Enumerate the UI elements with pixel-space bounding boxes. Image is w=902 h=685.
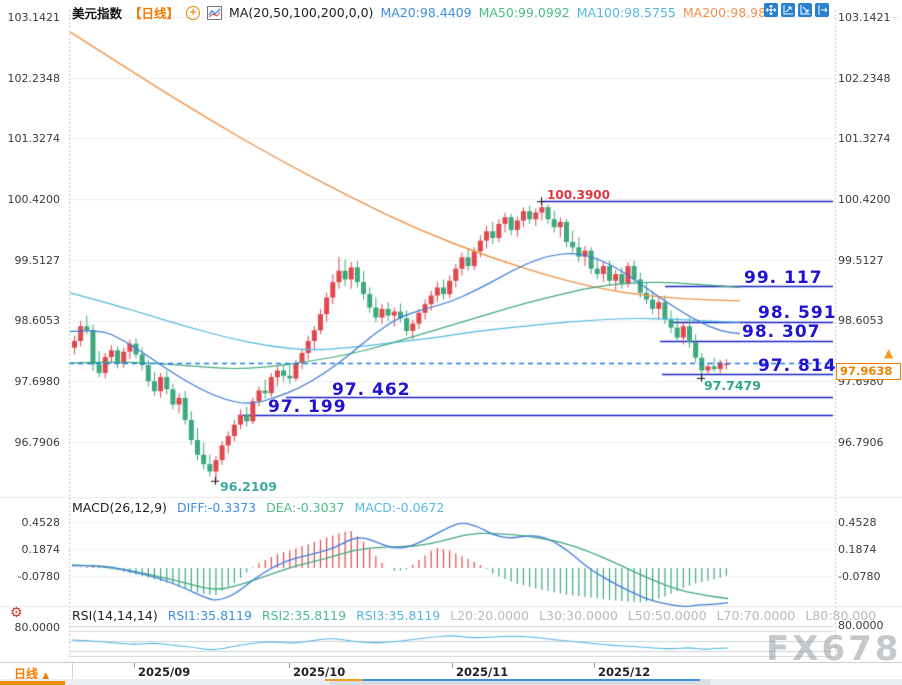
macd-header: MACD(26,12,9) DIFF:-0.3373 DEA:-0.3037 M… — [72, 500, 444, 515]
price-axis-label: 96.7906 — [14, 436, 61, 449]
price-axis-label: 99.5127 — [14, 254, 61, 267]
chevron-up-icon: ▲ — [42, 671, 50, 681]
peak-price-label: 100.3900 — [547, 188, 611, 202]
price-axis-label: 102.2348 — [7, 72, 61, 85]
rsi1-value: RSI1:35.8119 — [167, 608, 252, 623]
axis-tick — [134, 663, 135, 668]
period-tab[interactable]: 日线 ▲ — [14, 667, 50, 681]
price-axis-label: 100.4200 — [838, 193, 891, 206]
ma50-value: MA50:99.0992 — [478, 5, 570, 20]
rsi-axis-label: 80.0000 — [838, 619, 884, 632]
price-axis-label: 102.2348 — [838, 72, 891, 85]
ma200-value: MA200:98.986 — [682, 5, 775, 20]
add-indicator-icon[interactable]: + — [186, 5, 201, 20]
price-axis-label: 99.5127 — [838, 254, 884, 267]
rsi-l80-label: L80:80.000 — [805, 608, 877, 623]
period-tab-underline — [0, 681, 65, 685]
rsi-header: RSI(14,14,14) RSI1:35.8119 RSI2:35.8119 … — [72, 608, 876, 623]
rsi-l50-label: L50:50.0000 — [627, 608, 707, 623]
resistance-label-2: 98. 591 — [758, 303, 837, 323]
price-up-arrow-icon: ▲ — [884, 346, 894, 360]
ma-settings-label: MA(20,50,100,200,0,0) — [229, 5, 374, 20]
price-axis-label: 98.6053 — [14, 314, 61, 327]
rsi2-value: RSI2:35.8119 — [261, 608, 347, 623]
rsi-axis-label: 80.0000 — [14, 621, 61, 634]
low-price-label: 96.2109 — [220, 479, 277, 494]
macd-macd-value: MACD:-0.0672 — [354, 500, 445, 515]
x-axis-label: 2025/09 — [138, 665, 191, 679]
scrollbar-orange-segment — [325, 679, 363, 681]
x-axis-label: 2025/11 — [456, 665, 509, 679]
x-axis-label: 2025/10 — [293, 665, 346, 679]
scrollbar-thumb[interactable] — [330, 679, 710, 685]
axis-tick — [452, 663, 453, 668]
ma20-value: MA20:98.4409 — [380, 5, 472, 20]
rsi-title: RSI(14,14,14) — [72, 608, 158, 623]
time-axis-bar: 日线 ▲ 2025/09 2025/10 2025/11 2025/12 — [0, 662, 902, 681]
support-label-2: 97. 462 — [332, 380, 411, 400]
current-price-box: 97.9638 — [836, 363, 901, 380]
rsi-l30-label: L30:30.0000 — [539, 608, 618, 623]
resistance-label-3: 98. 307 — [742, 322, 821, 342]
macd-axis-label: 0.1874 — [21, 543, 61, 556]
support-label-3: 97. 199 — [268, 397, 347, 417]
rsi3-value: RSI3:35.8119 — [356, 608, 441, 623]
macd-axis-label: -0.0780 — [17, 570, 60, 583]
resistance-label-1: 99. 117 — [744, 268, 823, 288]
price-axis-label: 103.1421 — [838, 11, 891, 24]
macd-title: MACD(26,12,9) — [72, 500, 167, 515]
price-axis-label: 103.1421 — [7, 11, 61, 24]
scrollbar-track[interactable] — [0, 679, 902, 685]
rsi-l20-label: L20:20.0000 — [450, 608, 530, 623]
symbol-name: 美元指数 — [72, 6, 123, 21]
pan-move-icon[interactable] — [764, 3, 778, 17]
axis-tick — [594, 663, 595, 668]
macd-axis-label: -0.0780 — [838, 570, 881, 583]
chart-header: 美元指数 【日线】 + MA(20,50,100,200,0,0) MA20:9… — [72, 3, 774, 22]
macd-axis-label: 0.1874 — [838, 543, 877, 556]
watermark: FX678 — [766, 629, 902, 669]
price-axis-label: 97.6980 — [14, 375, 61, 388]
collapse-panel-icon[interactable] — [815, 3, 829, 17]
support-label-1: 97. 814 — [758, 356, 837, 376]
axis-tick — [289, 663, 290, 668]
settings-gear-icon[interactable]: ⚙ — [10, 605, 23, 621]
macd-diff-value: DIFF:-0.3373 — [176, 500, 257, 515]
indicator-settings-icon[interactable] — [207, 5, 223, 20]
zoom-axis-left-icon[interactable] — [781, 3, 795, 17]
rsi-l70-label: L70:70.0000 — [716, 608, 796, 623]
price-axis-label: 101.3274 — [838, 132, 891, 145]
macd-axis-label: 0.4528 — [21, 516, 61, 529]
divider — [72, 663, 73, 680]
x-axis-label: 2025/12 — [598, 665, 651, 679]
macd-dea-value: DEA:-0.3037 — [266, 500, 345, 515]
chart-toolbar — [764, 3, 829, 17]
recent-low-label: 97.7479 — [704, 378, 761, 393]
zoom-axis-right-icon[interactable] — [798, 3, 812, 17]
ma100-value: MA100:98.5755 — [576, 5, 676, 20]
price-axis-label: 98.6053 — [838, 314, 884, 327]
macd-axis-label: 0.4528 — [838, 516, 877, 529]
period-label[interactable]: 【日线】 — [129, 6, 180, 21]
price-axis-label: 101.3274 — [7, 132, 61, 145]
scrollbar-blue-segment — [363, 679, 700, 681]
price-axis-label: 96.7906 — [838, 436, 884, 449]
price-axis-label: 100.4200 — [7, 193, 61, 206]
